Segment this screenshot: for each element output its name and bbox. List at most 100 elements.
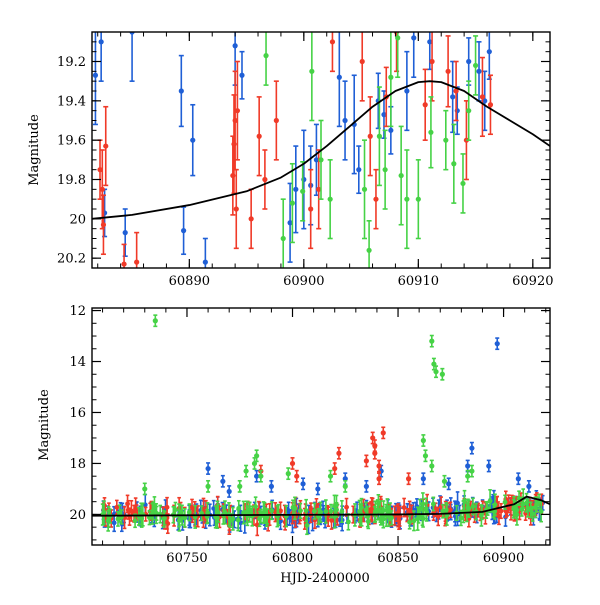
x-tick-label: 60800	[272, 551, 313, 566]
blue-data-point	[254, 469, 260, 483]
green-data-point	[451, 123, 457, 204]
marker	[186, 509, 192, 515]
marker	[254, 473, 260, 479]
marker	[363, 458, 369, 464]
marker	[300, 481, 306, 487]
green-data-point	[395, 32, 401, 79]
axes-frame	[91, 307, 551, 546]
marker	[487, 102, 494, 108]
marker	[248, 216, 254, 222]
marker	[345, 519, 351, 525]
bottom-x-axis-label: HJD-2400000	[280, 571, 370, 586]
green-data-point	[119, 509, 124, 525]
red-data-point	[134, 231, 140, 268]
marker	[316, 186, 322, 192]
marker	[339, 509, 345, 514]
marker	[381, 112, 387, 118]
marker	[182, 515, 188, 521]
marker	[450, 94, 456, 100]
marker	[190, 137, 196, 143]
marker	[115, 516, 121, 522]
marker	[147, 515, 152, 521]
marker	[342, 483, 348, 489]
marker	[234, 108, 241, 114]
marker	[111, 520, 117, 526]
marker	[205, 483, 211, 489]
green-data-point	[318, 501, 324, 524]
marker	[388, 74, 394, 80]
red-data-point	[368, 500, 374, 523]
marker	[466, 108, 472, 114]
red-data-point	[289, 457, 296, 470]
red-data-point	[262, 149, 268, 210]
red-data-point	[363, 454, 369, 468]
red-data-point	[273, 80, 279, 161]
green-data-point	[407, 514, 412, 530]
marker	[433, 369, 439, 375]
green-data-point	[154, 505, 159, 521]
marker	[470, 504, 476, 509]
marker	[422, 453, 429, 459]
marker	[318, 157, 324, 163]
marker	[181, 228, 187, 234]
green-data-point	[263, 32, 269, 86]
bottom-y-axis-label: Magnitude	[37, 389, 52, 461]
blue-data-point	[301, 129, 307, 230]
red-data-point	[479, 56, 486, 138]
green-data-point	[285, 467, 291, 481]
blue-data-point	[446, 477, 452, 491]
marker	[415, 196, 421, 202]
marker	[446, 481, 452, 487]
marker	[243, 468, 249, 474]
red-data-point	[329, 32, 336, 73]
blue-data-point	[420, 472, 426, 486]
green-data-point	[415, 159, 421, 240]
marker	[304, 522, 310, 528]
marker	[309, 68, 315, 74]
green-data-point	[420, 434, 426, 447]
blue-data-point	[98, 32, 104, 82]
green-data-point	[342, 479, 348, 493]
marker	[315, 486, 321, 492]
marker	[407, 519, 412, 525]
marker	[511, 506, 517, 512]
marker	[258, 473, 264, 479]
marker	[476, 68, 482, 74]
marker	[97, 167, 103, 173]
green-data-point	[429, 459, 435, 473]
marker	[220, 478, 226, 484]
blue-data-point	[313, 123, 320, 197]
marker	[289, 200, 295, 206]
green-data-point	[300, 161, 306, 222]
red-data-point	[99, 149, 105, 230]
model-curve	[92, 80, 550, 220]
green-data-point	[366, 220, 372, 268]
marker	[435, 514, 441, 519]
green-data-point	[398, 125, 404, 226]
green-data-point	[142, 482, 148, 496]
marker	[103, 143, 109, 149]
green-data-point	[538, 500, 544, 523]
marker	[254, 453, 260, 459]
marker	[215, 509, 220, 515]
marker	[327, 196, 333, 202]
marker	[100, 222, 107, 228]
marker	[356, 167, 362, 173]
marker	[530, 511, 536, 517]
marker	[121, 261, 127, 267]
y-tick-label: 19.8	[57, 173, 86, 188]
marker	[162, 515, 167, 521]
blue-data-point	[351, 74, 357, 175]
green-data-point	[462, 489, 467, 512]
y-tick-label: 20	[69, 212, 86, 227]
marker	[329, 39, 336, 45]
green-data-point	[205, 502, 211, 524]
blue-data-point	[202, 237, 208, 268]
marker	[405, 476, 412, 482]
blue-data-point	[92, 32, 99, 126]
marker	[202, 259, 208, 265]
x-tick-label: 60750	[166, 551, 207, 566]
marker	[142, 486, 148, 492]
marker	[422, 102, 428, 108]
red-data-point	[125, 499, 131, 520]
